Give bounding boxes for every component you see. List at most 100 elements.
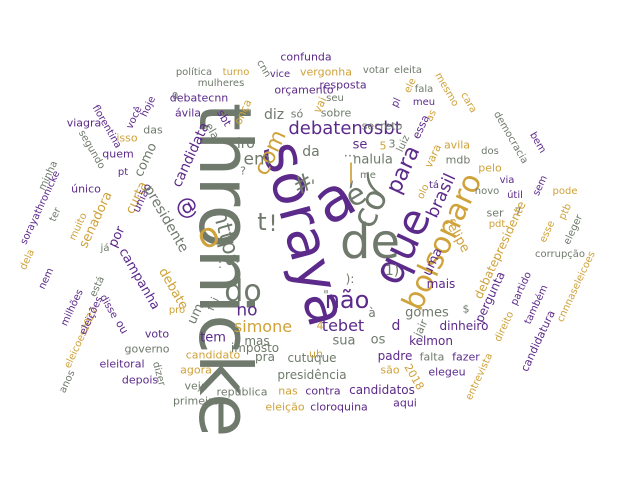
word: debatenosbt [288,118,402,139]
word: da [302,144,320,160]
word: nalula [353,152,393,168]
word: padre [377,349,413,363]
word: anos [57,368,78,395]
word: falta [419,350,445,364]
word: único [71,182,101,196]
word: nem [36,266,57,292]
word: ávila [174,106,202,120]
word: governo [124,342,170,356]
word: resposta [319,78,367,92]
word: gomes [405,305,449,321]
word: via [499,175,515,186]
word: corrupção [534,249,586,260]
word: isso [116,131,138,145]
word: cnnnaseleicoes [555,249,598,324]
word: $ [462,302,470,316]
word: pt [117,167,129,178]
word: : [217,257,223,271]
word: contra [305,384,341,398]
word: mesmo [432,70,461,109]
word: como [131,140,161,180]
word: mulheres [197,78,245,89]
word: | [347,159,355,183]
word: ... [343,145,357,161]
word: imposto [230,341,280,355]
word: sua [332,333,356,349]
word: república [216,385,268,399]
word: " [323,288,329,302]
word: já [100,243,110,254]
word: depois [121,373,159,387]
word: os [370,332,386,348]
word: por [105,224,129,250]
word: candidato [185,348,241,362]
word: nas [278,384,298,398]
word: eleita [394,65,422,76]
word: quem [102,147,134,161]
word: 7 [514,205,522,219]
word: simone [233,317,293,336]
word: voto [144,327,170,341]
word: votar [362,65,390,76]
word: direito [492,309,517,344]
word: hoje [139,94,159,119]
word: novo [474,186,500,197]
word: presidência [277,368,347,382]
word: debatecnn [169,91,229,105]
word: só [290,107,304,121]
word: tem [200,330,226,346]
word: das [143,123,163,137]
word: de [340,214,400,270]
word: pelo [478,161,502,175]
word: 1) [384,263,400,279]
word: d [391,318,401,334]
word: tá [428,180,440,191]
word: ? [240,164,246,178]
word: pode [552,186,578,197]
word: seu [326,93,344,104]
word: ou [112,317,132,337]
word: ciro [229,136,255,152]
word: se [352,137,368,153]
word: vara [421,142,445,170]
word: pra [255,350,275,364]
word: me [360,170,376,181]
word: em [243,149,271,170]
word: cara [458,90,479,115]
word: kelmon [409,334,453,348]
word: mas [244,334,270,348]
word: dinheiro [439,319,489,333]
word: primeiro [172,394,220,408]
word: ! [268,212,278,237]
word: aqui [393,396,417,410]
word: mdb [445,153,471,167]
word: 3 [388,137,396,151]
word: democracia [491,109,530,166]
word: dos [481,146,499,157]
word: pro [168,305,186,316]
word: avila [443,138,471,152]
word: agora [180,363,212,377]
word: meu [412,97,436,108]
word: candidatos [349,383,415,397]
word: ser [486,206,504,220]
word: uh [309,347,323,361]
word: à [368,306,376,320]
word: fazer [452,350,480,364]
word: turno [222,67,250,78]
word: diz [263,107,285,123]
word: do [224,274,262,309]
word: cutuque [287,351,337,365]
word: fala [414,84,434,95]
word: mais [426,277,456,291]
word: 5 [379,139,387,153]
word: veja [184,379,208,393]
word: dela [18,247,38,272]
word: ter [47,206,64,224]
word: eleição [265,400,305,414]
word: sem [531,173,550,198]
word: são [380,363,400,377]
word: elegeu [428,365,466,379]
word: bem [527,130,548,156]
